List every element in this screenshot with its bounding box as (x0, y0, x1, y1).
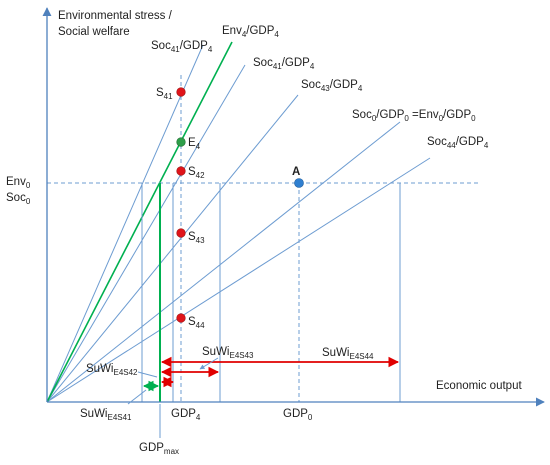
y-axis-title-line1: Environmental stress / (58, 10, 173, 22)
label-soc0: Soc0 (6, 192, 31, 206)
label-ray-soc0: Soc0/GDP0 =Env0/GDP0 (352, 109, 476, 123)
label-e4: E4 (188, 137, 201, 151)
dashed-guides (47, 75, 478, 402)
ray-soc41 (46, 64, 246, 403)
point-s41 (176, 87, 186, 97)
ray-soc41-steep (46, 44, 204, 403)
y-axis-title-line2: Social welfare (58, 26, 130, 38)
label-s42: S42 (188, 166, 205, 180)
label-suwi-e4s43: SuWiE4S43 (202, 346, 254, 360)
ray-env4 (46, 41, 233, 403)
point-a (294, 178, 304, 188)
point-s43 (176, 228, 186, 238)
rays (46, 44, 431, 403)
point-s42 (176, 166, 186, 176)
label-gdpmax: GDPmax (139, 442, 179, 456)
label-gdp4: GDP4 (171, 408, 201, 422)
label-env0: Env0 (6, 176, 31, 190)
point-s44 (176, 313, 186, 323)
leader-suwi-e4s41 (127, 389, 147, 405)
label-s41: S41 (156, 87, 173, 101)
label-gdp0: GDP0 (283, 408, 313, 422)
label-suwi-e4s42: SuWiE4S42 (86, 363, 138, 377)
leader-suwi-e4s43 (199, 357, 219, 370)
label-ray-soc44: Soc44/GDP4 (427, 136, 489, 150)
label-ray-soc41: Soc41/GDP4 (253, 57, 315, 71)
ray-soc0 (46, 121, 401, 403)
label-s43: S43 (188, 231, 205, 245)
x-axis-title: Economic output (436, 380, 522, 392)
label-suwi-e4s44: SuWiE4S44 (322, 347, 374, 361)
label-suwi-e4s41: SuWiE4S41 (80, 408, 132, 422)
label-point-a: A (292, 166, 300, 178)
label-ray-soc43: Soc43/GDP4 (301, 79, 363, 93)
label-s44: S44 (188, 316, 205, 330)
leader-suwi-e4s42 (137, 371, 158, 378)
point-e4 (176, 137, 186, 147)
label-ray-soc41-top: Soc41/GDP4 (151, 40, 213, 54)
label-ray-env4: Env4/GDP4 (222, 25, 279, 39)
ray-soc44 (46, 157, 431, 403)
